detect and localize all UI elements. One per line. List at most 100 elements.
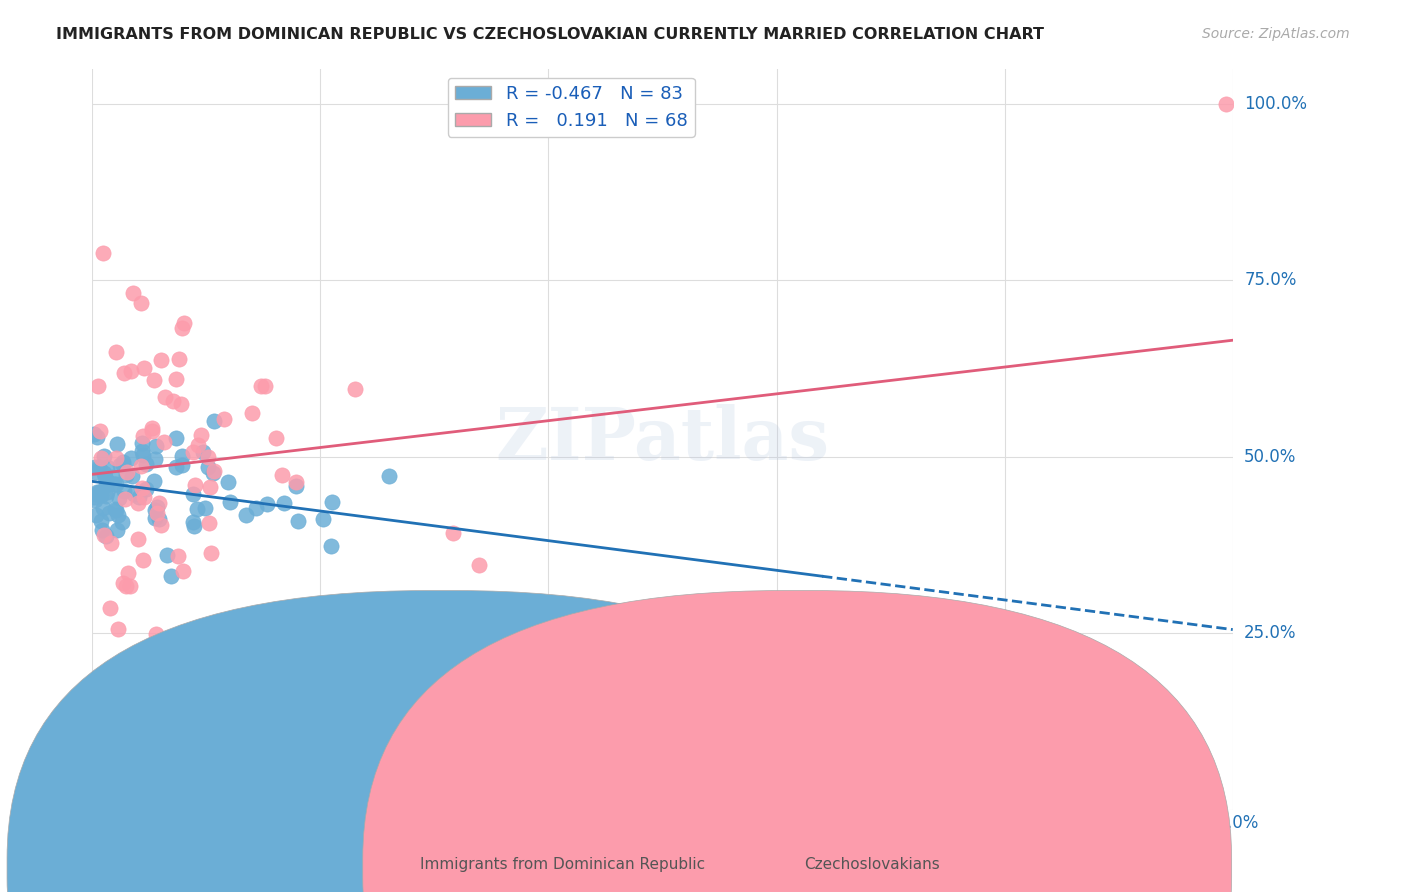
Point [172,564,194,578]
Point [100,536,122,550]
Point [103,477,125,491]
Text: Immigrants from Dominican Republic: Immigrants from Dominican Republic [420,857,704,872]
Point [97,506,120,520]
Point [148,496,170,510]
Point [166,371,188,385]
Point [83,427,105,442]
Point [115,579,138,593]
Point [129,458,152,473]
Point [112,484,135,499]
Point [93,528,115,542]
Point [120,579,142,593]
Point [245,500,267,515]
Point [134,640,156,655]
Point [186,438,208,452]
Point [93,246,115,260]
Point [218,494,240,508]
Point [89,484,111,499]
Point [285,475,308,490]
Point [198,516,221,530]
Point [120,450,142,465]
Point [160,569,183,583]
Point [143,503,166,517]
Point [165,431,187,445]
Point [117,566,139,580]
Point [96,460,118,475]
Point [104,502,127,516]
Point [173,316,195,330]
Point [145,439,167,453]
Point [146,507,169,521]
Point [94,478,117,492]
Point [86,484,108,499]
Point [204,414,226,428]
Point [132,553,155,567]
Point [87,378,110,392]
Point [378,468,401,483]
Point [321,495,343,509]
Point [145,627,167,641]
Point [142,474,165,488]
Point [167,351,190,366]
Point [212,411,235,425]
Point [101,470,124,484]
Point [202,464,225,478]
Point [141,420,163,434]
Point [90,450,112,465]
Point [114,491,136,506]
Point [90,514,112,528]
Point [284,479,307,493]
Point [87,460,110,475]
Point [264,430,287,444]
Point [167,549,190,563]
Point [143,373,166,387]
Point [132,490,155,504]
Text: 50.0%: 50.0% [1244,448,1296,466]
Point [191,445,214,459]
Point [104,502,127,516]
Point [155,548,177,562]
Point [112,366,135,380]
Point [150,517,173,532]
Legend: R = -0.467   N = 83, R =   0.191   N = 68: R = -0.467 N = 83, R = 0.191 N = 68 [449,78,695,137]
Point [94,470,117,484]
Point [197,450,219,464]
Point [108,491,131,506]
Point [273,496,295,510]
Point [135,457,157,471]
Point [107,508,129,522]
Point [344,382,367,396]
Point [96,474,118,488]
Point [155,390,177,404]
Point [91,501,114,516]
Point [127,533,149,547]
Point [249,378,271,392]
Point [217,475,239,489]
Point [94,489,117,503]
Point [96,529,118,543]
Point [122,285,145,300]
Point [150,352,173,367]
Point [135,482,157,496]
Point [86,486,108,500]
Point [115,467,138,482]
Point [86,430,108,444]
Point [183,478,205,492]
Point [165,460,187,475]
Point [98,601,121,615]
Point [162,394,184,409]
Point [441,526,464,541]
Point [127,496,149,510]
Point [148,512,170,526]
Point [197,460,219,475]
Point [235,508,257,523]
Point [190,428,212,442]
Point [83,460,105,475]
Text: Czechoslovakians: Czechoslovakians [804,857,939,872]
Point [131,481,153,495]
Point [240,406,263,420]
Point [271,468,294,483]
Point [83,491,105,505]
Point [200,546,222,560]
Point [198,480,221,494]
